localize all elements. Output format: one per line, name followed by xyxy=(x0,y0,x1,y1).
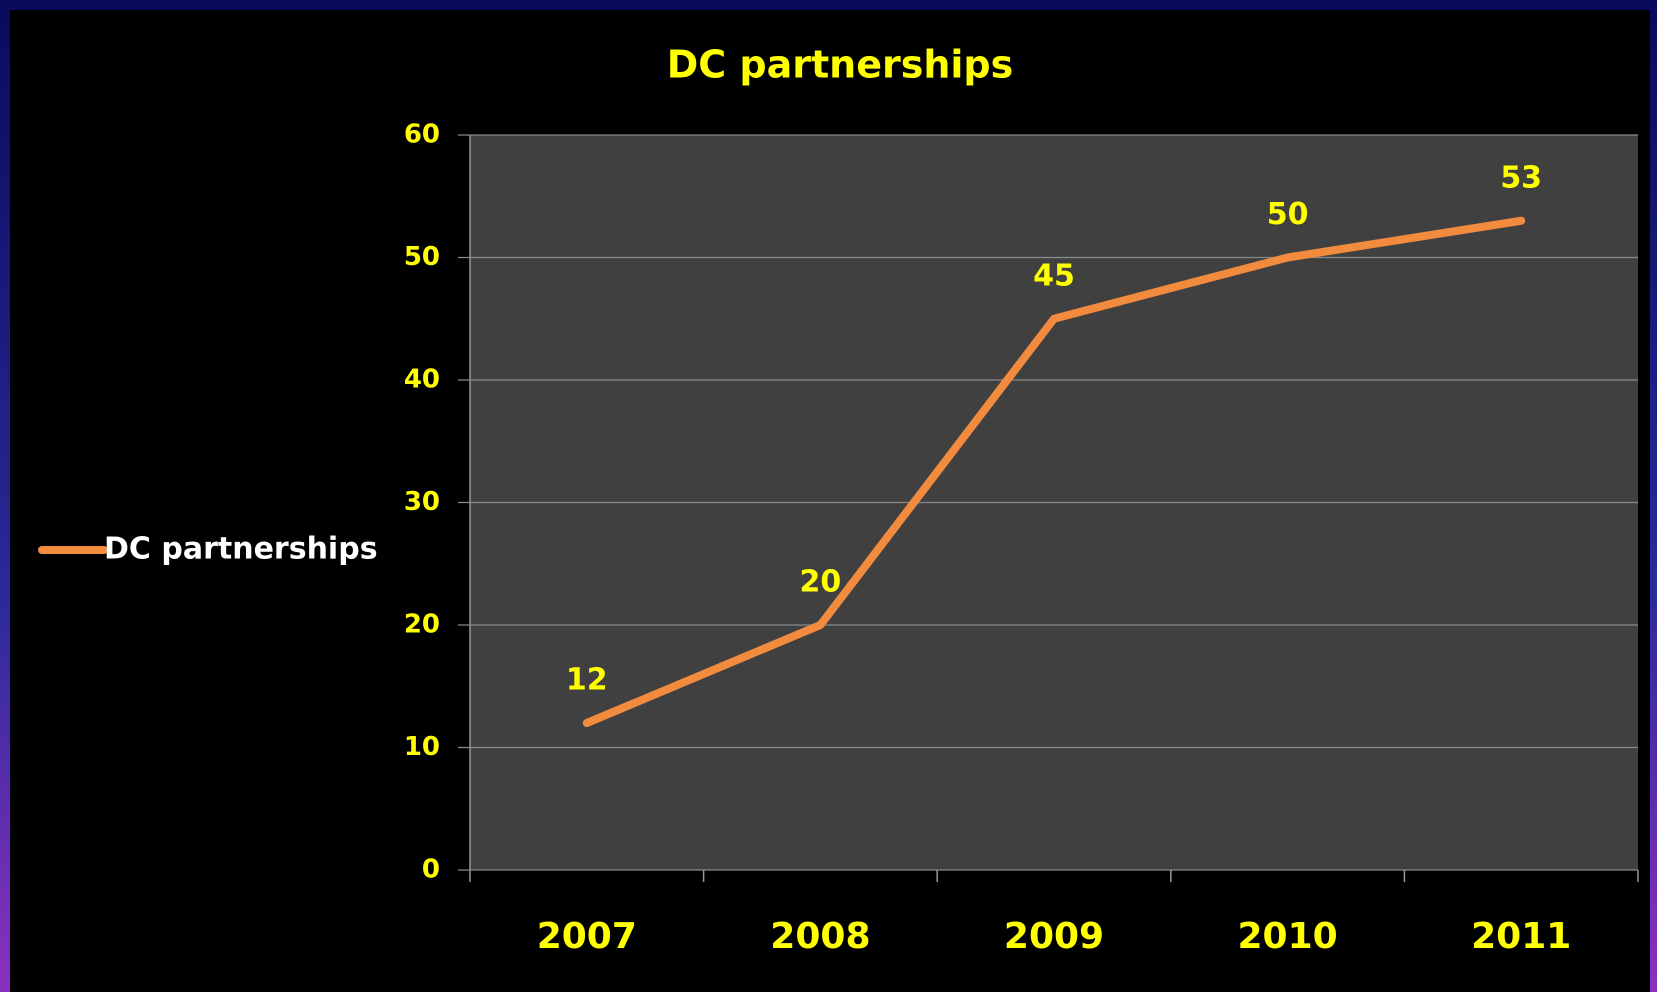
x-tick-label: 2007 xyxy=(537,916,637,957)
y-tick-label: 10 xyxy=(404,732,440,762)
data-label: 45 xyxy=(1033,258,1075,293)
y-tick-label: 60 xyxy=(404,120,440,150)
data-label: 12 xyxy=(566,663,608,698)
x-tick-label: 2010 xyxy=(1237,916,1337,957)
chart-title: DC partnerships xyxy=(667,43,1014,87)
data-label: 53 xyxy=(1500,160,1542,195)
x-tick-label: 2008 xyxy=(770,916,870,957)
x-tick-label: 2009 xyxy=(1004,916,1104,957)
y-tick-label: 50 xyxy=(404,242,440,272)
y-tick-label: 0 xyxy=(422,855,440,885)
y-tick-label: 40 xyxy=(404,365,440,395)
y-tick-label: 20 xyxy=(404,610,440,640)
y-tick-label: 30 xyxy=(404,487,440,517)
legend-label: DC partnerships xyxy=(104,532,378,567)
x-tick-label: 2011 xyxy=(1471,916,1571,957)
data-label: 20 xyxy=(800,565,842,600)
data-label: 50 xyxy=(1267,197,1309,232)
data-line xyxy=(582,216,1526,727)
